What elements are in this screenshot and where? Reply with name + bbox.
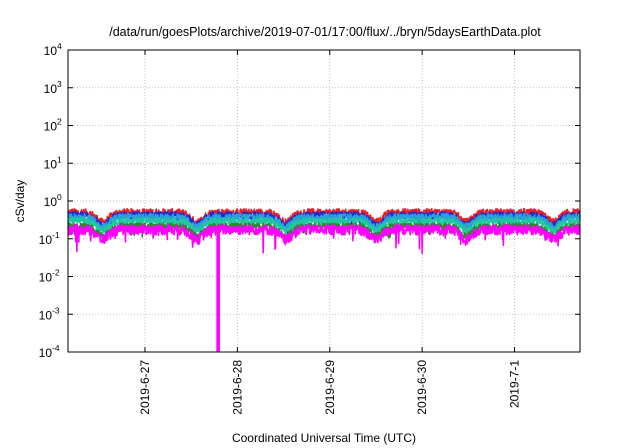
y-tick-mantissa: 10 (39, 271, 53, 285)
x-axis: 2019-6-27 2019-6-28 2019-6-29 2019-6-30 2019… (138, 50, 522, 415)
x-tick-label: 2019-6-28 (230, 360, 244, 415)
y-tick-label: 10 -1 (39, 230, 60, 247)
y-tick-exponent: 2 (57, 117, 62, 127)
spike-mark (216, 232, 220, 352)
x-axis-label: Coordinated Universal Time (UTC) (232, 431, 416, 445)
x-tick-label: 2019-6-27 (138, 360, 152, 415)
y-tick-mantissa: 10 (44, 44, 58, 58)
series-line (67, 224, 581, 255)
y-tick-mantissa: 10 (39, 346, 53, 360)
chart-title: /data/run/goesPlots/archive/2019-07-01/1… (109, 25, 541, 39)
y-tick-label: 10 -3 (39, 305, 60, 322)
y-tick-exponent: 3 (57, 79, 62, 89)
y-tick-exponent: 0 (57, 192, 62, 202)
y-axis-label: cSv/day (13, 180, 27, 223)
y-tick-mantissa: 10 (44, 157, 58, 171)
y-tick-exponent: -4 (52, 343, 60, 353)
y-tick-label: 10 3 (44, 79, 62, 96)
y-tick-label: 10 0 (44, 192, 62, 209)
y-tick-exponent: -2 (52, 268, 60, 278)
y-tick-label: 10 4 (44, 41, 62, 58)
y-tick-mantissa: 10 (44, 82, 58, 96)
y-tick-exponent: 4 (57, 41, 62, 51)
y-tick-mantissa: 10 (44, 195, 58, 209)
y-tick-mantissa: 10 (44, 120, 58, 134)
y-tick-label: 10 1 (44, 154, 62, 171)
y-tick-label: 10 -2 (39, 268, 60, 285)
y-tick-mantissa: 10 (39, 233, 53, 247)
x-tick-label: 2019-6-30 (415, 360, 429, 415)
y-tick-mantissa: 10 (39, 308, 53, 322)
series-layer (67, 207, 581, 352)
series-line (67, 217, 581, 242)
y-tick-label: 10 2 (44, 117, 62, 134)
y-tick-exponent: 1 (57, 154, 62, 164)
grid (68, 50, 580, 352)
x-tick-label: 2019-6-29 (323, 360, 337, 415)
x-tick-label: 2019-7-1 (508, 360, 522, 408)
series-line (67, 212, 581, 237)
y-tick-exponent: -1 (52, 230, 60, 240)
y-tick-exponent: -3 (52, 305, 60, 315)
y-tick-label: 10 -4 (39, 343, 60, 360)
